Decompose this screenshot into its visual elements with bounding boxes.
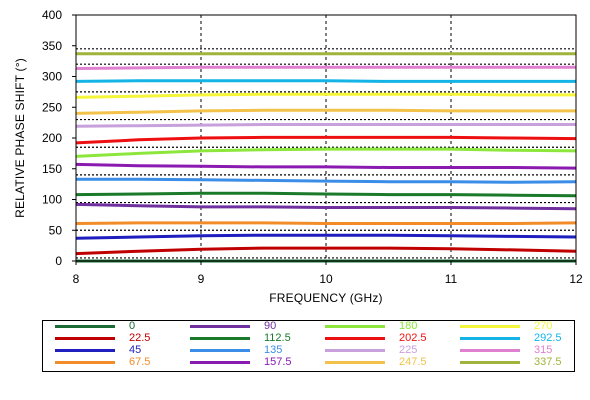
y-tick-label: 100 (42, 193, 62, 207)
legend-swatch (325, 361, 385, 364)
legend-swatch (55, 325, 115, 328)
legend-swatch (190, 361, 250, 364)
y-tick-label: 350 (42, 39, 62, 53)
legend-label: 337.5 (534, 356, 562, 368)
legend-label: 67.5 (129, 356, 151, 368)
legend: 0 22.5 45 67.5 90 112.5 135 157.5 180 202.5 225 247… (42, 320, 575, 372)
y-tick-label: 50 (49, 223, 63, 237)
legend-label: 112.5 (264, 332, 291, 344)
series-line-292.5 (75, 79, 576, 83)
y-axis-title: RELATIVE PHASE SHIFT (°) (13, 58, 27, 218)
legend-item-180: 180 (325, 320, 417, 333)
series-line-315 (75, 65, 576, 70)
legend-item-292.5: 292.5 (460, 332, 562, 345)
legend-label: 135 (264, 344, 283, 356)
x-tick-label: 8 (73, 272, 80, 286)
legend-item-337.5: 337.5 (460, 356, 562, 369)
legend-swatch (55, 349, 115, 352)
legend-swatch (325, 325, 385, 328)
x-tick-label: 12 (569, 272, 583, 286)
legend-label: 270 (534, 320, 553, 332)
series-layer (75, 52, 577, 263)
legend-swatch (460, 337, 520, 340)
legend-item-270: 270 (460, 320, 552, 333)
legend-label: 247.5 (399, 356, 427, 368)
legend-swatch (190, 349, 250, 352)
legend-item-247.5: 247.5 (325, 356, 427, 369)
y-tick-label: 200 (42, 131, 62, 145)
legend-item-225: 225 (325, 344, 417, 357)
y-tick-label: 0 (55, 254, 62, 268)
legend-label: 225 (399, 344, 418, 356)
series-line-270 (75, 92, 576, 99)
legend-item-67.5: 67.5 (55, 356, 150, 369)
legend-swatch (460, 361, 520, 364)
legend-label: 202.5 (399, 332, 427, 344)
series-line-225 (75, 123, 576, 128)
y-tick-label: 250 (42, 100, 62, 114)
legend-swatch (325, 337, 385, 340)
series-line-247.5 (75, 108, 576, 115)
phase-shift-chart: 8 9 10 11 12 0 50 100 150 200 250 300 350 400 FREQUEN… (13, 8, 583, 305)
legend-item-45: 45 (55, 344, 141, 357)
x-tick-label: 9 (198, 272, 205, 286)
legend-item-90: 90 (190, 320, 276, 333)
legend-swatch (325, 349, 385, 352)
x-tick-label: 10 (319, 272, 333, 286)
legend-item-315: 315 (460, 344, 552, 357)
y-tick-label: 400 (42, 8, 62, 22)
legend-item-112.5: 112.5 (190, 332, 291, 345)
series-line-112.5 (75, 191, 577, 198)
series-line-22.5 (75, 246, 577, 256)
y-tick-label: 150 (42, 162, 62, 176)
legend-item-0: 0 (55, 320, 135, 333)
legend-swatch (55, 337, 115, 340)
tick-labels: 8 9 10 11 12 0 50 100 150 200 250 300 350 400 (42, 8, 583, 286)
legend-swatch (460, 349, 520, 352)
legend-swatch (55, 361, 115, 364)
legend-label: 180 (399, 320, 418, 332)
legend-swatch (190, 337, 250, 340)
x-tick-label: 11 (445, 272, 458, 286)
series-line-180 (75, 147, 577, 158)
legend-item-22.5: 22.5 (55, 332, 150, 345)
series-line-202.5 (75, 135, 577, 145)
series-line-45 (75, 233, 577, 240)
legend-label: 90 (264, 320, 277, 332)
legend-label: 315 (534, 344, 553, 356)
legend-swatch (190, 325, 250, 328)
legend-label: 45 (129, 344, 142, 356)
legend-label: 292.5 (534, 332, 562, 344)
series-line-67.5 (75, 221, 577, 225)
legend-item-157.5: 157.5 (190, 356, 292, 369)
legend-item-135: 135 (190, 344, 282, 357)
series-line-157.5 (75, 162, 577, 170)
legend-label: 22.5 (129, 332, 151, 344)
y-tick-label: 300 (42, 70, 62, 84)
grid-layer (76, 15, 576, 261)
series-line-90 (75, 202, 577, 211)
legend-label: 157.5 (264, 356, 292, 368)
legend-label: 0 (129, 320, 136, 332)
legend-item-202.5: 202.5 (325, 332, 427, 345)
series-line-135 (76, 177, 577, 184)
legend-swatch (460, 325, 520, 328)
x-axis-title: FREQUENCY (GHz) (269, 291, 382, 305)
